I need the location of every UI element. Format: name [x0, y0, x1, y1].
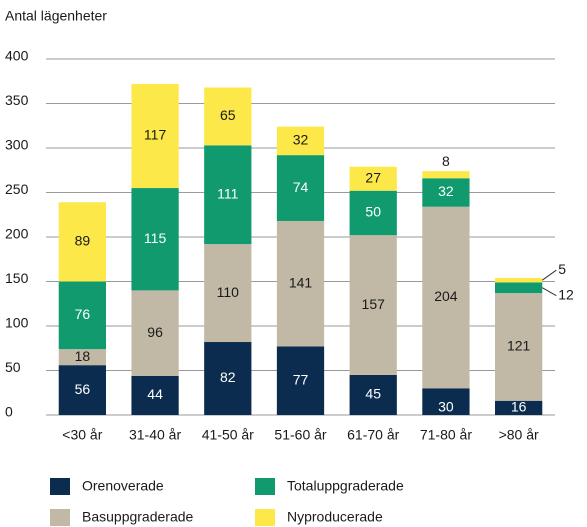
y-tick-label: 200: [5, 226, 29, 242]
leader-line: [541, 269, 557, 281]
bar-segment: [495, 293, 543, 401]
legend-label: Basuppgraderade: [82, 509, 194, 525]
data-label: 111: [217, 185, 238, 201]
legend-swatch: [50, 478, 70, 495]
data-label: 50: [365, 204, 381, 220]
bar-segment: [495, 400, 543, 415]
data-label: 65: [220, 107, 236, 123]
bar-segment: [276, 220, 325, 347]
data-label: 115: [144, 230, 167, 246]
data-label: 16: [511, 399, 527, 415]
legend-swatch: [50, 509, 70, 526]
data-label: 157: [362, 296, 386, 312]
x-tick-label: 61-70 år: [347, 427, 399, 443]
y-tick-label: 300: [5, 137, 29, 153]
data-label: 18: [75, 348, 91, 364]
data-label: 117: [144, 127, 167, 143]
bar-segment: [131, 83, 179, 189]
data-label: 56: [75, 381, 91, 397]
data-label: 204: [434, 288, 458, 304]
x-tick-label: 41-50 år: [202, 427, 254, 443]
data-label: 110: [217, 284, 240, 300]
bar-segment: [349, 166, 397, 191]
legend-swatch: [255, 509, 275, 526]
x-tick-label: 31-40 år: [129, 427, 181, 443]
data-label: 44: [147, 386, 163, 402]
x-tick-label: 71-80 år: [420, 427, 472, 443]
y-tick-label: 0: [5, 404, 13, 420]
y-tick-label: 250: [5, 181, 29, 197]
bar-segment: [422, 171, 470, 179]
data-label: 30: [438, 399, 454, 415]
data-label: 27: [365, 169, 381, 185]
bar-segment: [276, 155, 325, 221]
y-tick-label: 350: [5, 92, 29, 108]
x-tick-label: 51-60 år: [274, 427, 326, 443]
bar-segment: [495, 277, 543, 283]
data-label: 141: [289, 274, 313, 290]
y-tick-label: 400: [5, 48, 29, 64]
legend-label: Totaluppgraderade: [287, 478, 404, 494]
bar-segment: [204, 342, 252, 415]
bar-segment: [495, 282, 543, 294]
bar-segment: [131, 375, 179, 415]
bar-segment: [349, 190, 397, 236]
data-label: 77: [293, 371, 309, 387]
data-label: 76: [75, 306, 91, 322]
y-tick-label: 100: [5, 315, 29, 331]
bar-segment: [204, 87, 252, 146]
bar-segment: [58, 365, 106, 415]
bar-segment: [349, 374, 397, 415]
bar-segment: [349, 235, 397, 375]
y-axis-label: Antal lägenheter: [5, 8, 107, 24]
legend-label: Nyproducerade: [287, 509, 383, 525]
data-label: 89: [75, 233, 91, 249]
bar-segment: [58, 281, 106, 350]
data-label: 96: [147, 324, 163, 340]
legend-swatch: [255, 478, 275, 495]
bar-segment: [276, 126, 325, 156]
bar-segment: [422, 206, 470, 389]
bar-segment: [58, 202, 106, 282]
bar-segment: [204, 244, 252, 343]
data-label: 121: [507, 338, 531, 354]
data-label: 74: [293, 179, 309, 195]
bar-segment: [204, 145, 252, 245]
data-label: 32: [293, 132, 309, 148]
bar-segment: [422, 178, 470, 207]
legend-label: Orenoverade: [82, 478, 164, 494]
data-label: 12: [558, 286, 574, 302]
bar-segment: [276, 346, 325, 415]
data-label: 5: [558, 261, 566, 277]
y-tick-label: 50: [5, 359, 21, 375]
x-tick-label: >80 år: [499, 427, 539, 443]
bar-segment: [422, 388, 470, 415]
data-label: 8: [442, 153, 450, 169]
bar-segment: [131, 188, 179, 291]
bar-segment: [131, 290, 179, 376]
data-label: 82: [220, 369, 236, 385]
leader-line: [542, 287, 557, 297]
data-label: 45: [365, 386, 381, 402]
x-tick-label: <30 år: [62, 427, 102, 443]
data-label: 32: [438, 183, 454, 199]
y-tick-label: 150: [5, 270, 29, 286]
bar-segment: [58, 349, 106, 366]
